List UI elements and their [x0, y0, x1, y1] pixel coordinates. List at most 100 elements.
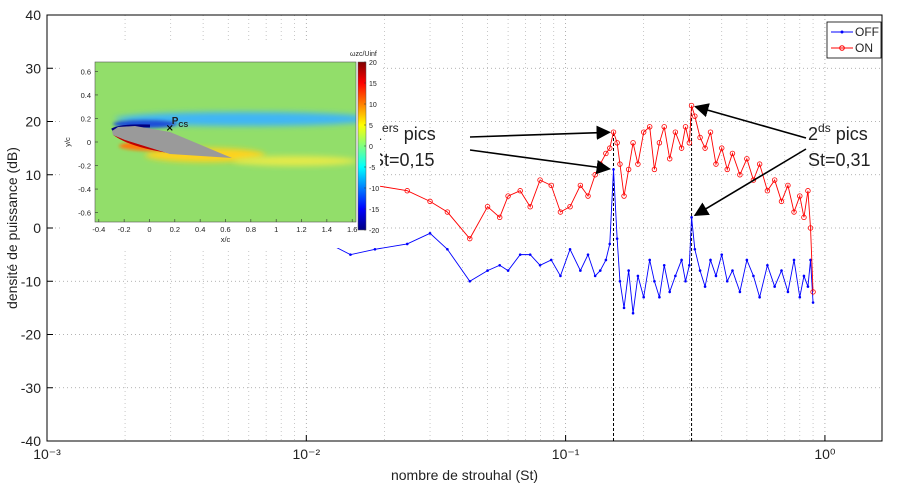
point-marker: [709, 258, 712, 262]
point-marker: [405, 242, 409, 246]
annotation-detail: St=0,15: [372, 150, 435, 170]
point-marker: [680, 258, 683, 262]
colorbar-tick-label: 10: [369, 102, 377, 109]
point-marker: [720, 253, 724, 256]
colorbar-tick-label: -5: [369, 165, 375, 172]
inset-y-tick-label: 0.4: [81, 91, 91, 100]
x-axis-label: nombre de strouhal (St): [391, 467, 538, 483]
point-marker: [690, 216, 693, 219]
point-marker: [498, 263, 502, 267]
y-tick-label: 10: [25, 167, 41, 183]
legend-label: ON: [855, 41, 873, 55]
point-marker: [713, 161, 719, 167]
inset-x-tick-label: 1.4: [322, 225, 332, 234]
point-marker: [698, 269, 702, 272]
colorbar-tick-label: 5: [369, 123, 373, 130]
annotation-superscript: ds: [818, 121, 831, 135]
point-marker: [567, 203, 573, 210]
point-marker: [807, 225, 814, 231]
point-marker: [349, 253, 352, 256]
inset-x-tick-label: -0.4: [92, 225, 105, 234]
point-marker: [805, 188, 811, 194]
point-marker: [568, 248, 572, 251]
point-marker: [745, 258, 749, 262]
inset-x-tick-label: 0: [147, 225, 151, 234]
point-marker: [428, 232, 432, 235]
point-marker: [617, 161, 623, 167]
point-marker: [786, 290, 790, 294]
annotation-arrow: [693, 148, 807, 217]
point-marker: [780, 269, 783, 272]
point-marker: [627, 269, 630, 272]
series-line: [329, 105, 814, 292]
point-marker: [614, 140, 620, 146]
inset-x-tick-label: 0.8: [246, 225, 256, 234]
point-marker: [798, 295, 802, 299]
point-marker: [750, 177, 757, 183]
inset-x-tick-label: 0.2: [170, 225, 180, 234]
y-tick-label: -40: [21, 433, 41, 449]
point-marker: [724, 166, 730, 173]
inset-x-label: x/c: [221, 235, 231, 244]
point-marker: [667, 156, 673, 162]
point-marker: [773, 285, 776, 288]
plot-frame: [46, 14, 883, 442]
point-marker: [559, 274, 562, 278]
point-marker: [593, 274, 597, 278]
point-marker: [577, 182, 584, 189]
point-marker: [656, 140, 663, 146]
point-marker: [662, 263, 666, 267]
colorbar-tick-label: 0: [369, 144, 373, 151]
point-marker: [604, 258, 608, 262]
point-marker: [752, 274, 755, 278]
point-marker: [497, 214, 503, 221]
point-marker: [778, 198, 785, 205]
y-tick-label: -30: [21, 380, 41, 396]
point-marker: [791, 209, 797, 215]
point-marker: [647, 124, 653, 130]
point-marker: [610, 129, 617, 135]
airfoil: [112, 126, 232, 158]
point-marker: [714, 274, 718, 278]
inset-x-tick-label: 0.4: [195, 225, 205, 234]
colorbar-title: ωzc/Uinf: [350, 51, 377, 58]
point-marker: [688, 263, 691, 267]
y-axis-label: densité de puissance (dB): [4, 147, 20, 309]
point-marker: [427, 198, 433, 205]
point-marker: [618, 279, 622, 283]
point-marker: [467, 235, 473, 242]
point-marker: [468, 279, 472, 283]
point-marker: [785, 182, 791, 189]
point-marker: [771, 177, 778, 183]
point-marker: [538, 263, 542, 267]
point-marker: [592, 172, 598, 178]
point-marker: [612, 168, 615, 171]
colorbar-tick-label: 15: [369, 81, 377, 88]
point-marker: [686, 140, 693, 146]
point-marker: [373, 248, 377, 251]
legend-label: OFF: [855, 25, 879, 39]
point-marker: [684, 279, 687, 283]
point-marker: [797, 193, 803, 199]
point-marker: [607, 145, 613, 151]
probe-point: [166, 125, 173, 131]
point-marker: [557, 209, 564, 215]
point-marker: [702, 145, 708, 151]
point-marker: [549, 258, 553, 262]
colorbar-tick-label: -15: [369, 207, 379, 214]
point-marker: [668, 290, 672, 294]
point-marker: [444, 209, 451, 215]
point-marker: [758, 295, 761, 299]
point-marker: [729, 150, 736, 157]
x-tick-label: 10⁻¹: [552, 446, 580, 462]
point-marker: [505, 193, 511, 199]
point-marker: [486, 269, 489, 272]
annotation-superscript: ers: [382, 121, 399, 135]
point-marker: [725, 279, 729, 283]
vorticity-region: [115, 112, 356, 126]
annotation-arrow: [469, 125, 611, 140]
point-marker: [651, 166, 658, 173]
point-marker: [766, 263, 769, 267]
